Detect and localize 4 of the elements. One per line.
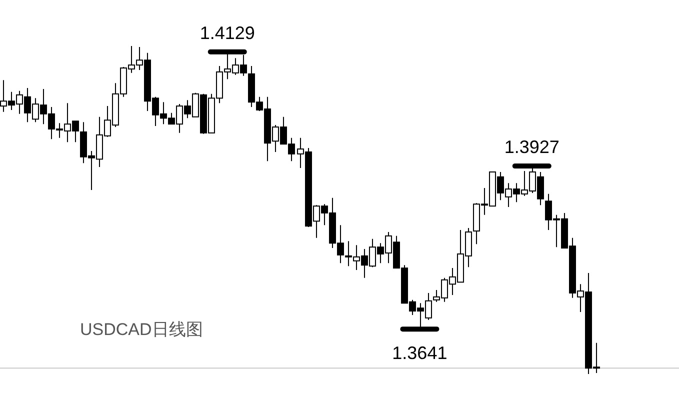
annotation: 1.3641 xyxy=(392,343,448,364)
annotation: 1.4129 xyxy=(200,22,255,43)
annotation: 1.3927 xyxy=(504,137,560,158)
text: USDCAD日线图 xyxy=(80,320,203,339)
